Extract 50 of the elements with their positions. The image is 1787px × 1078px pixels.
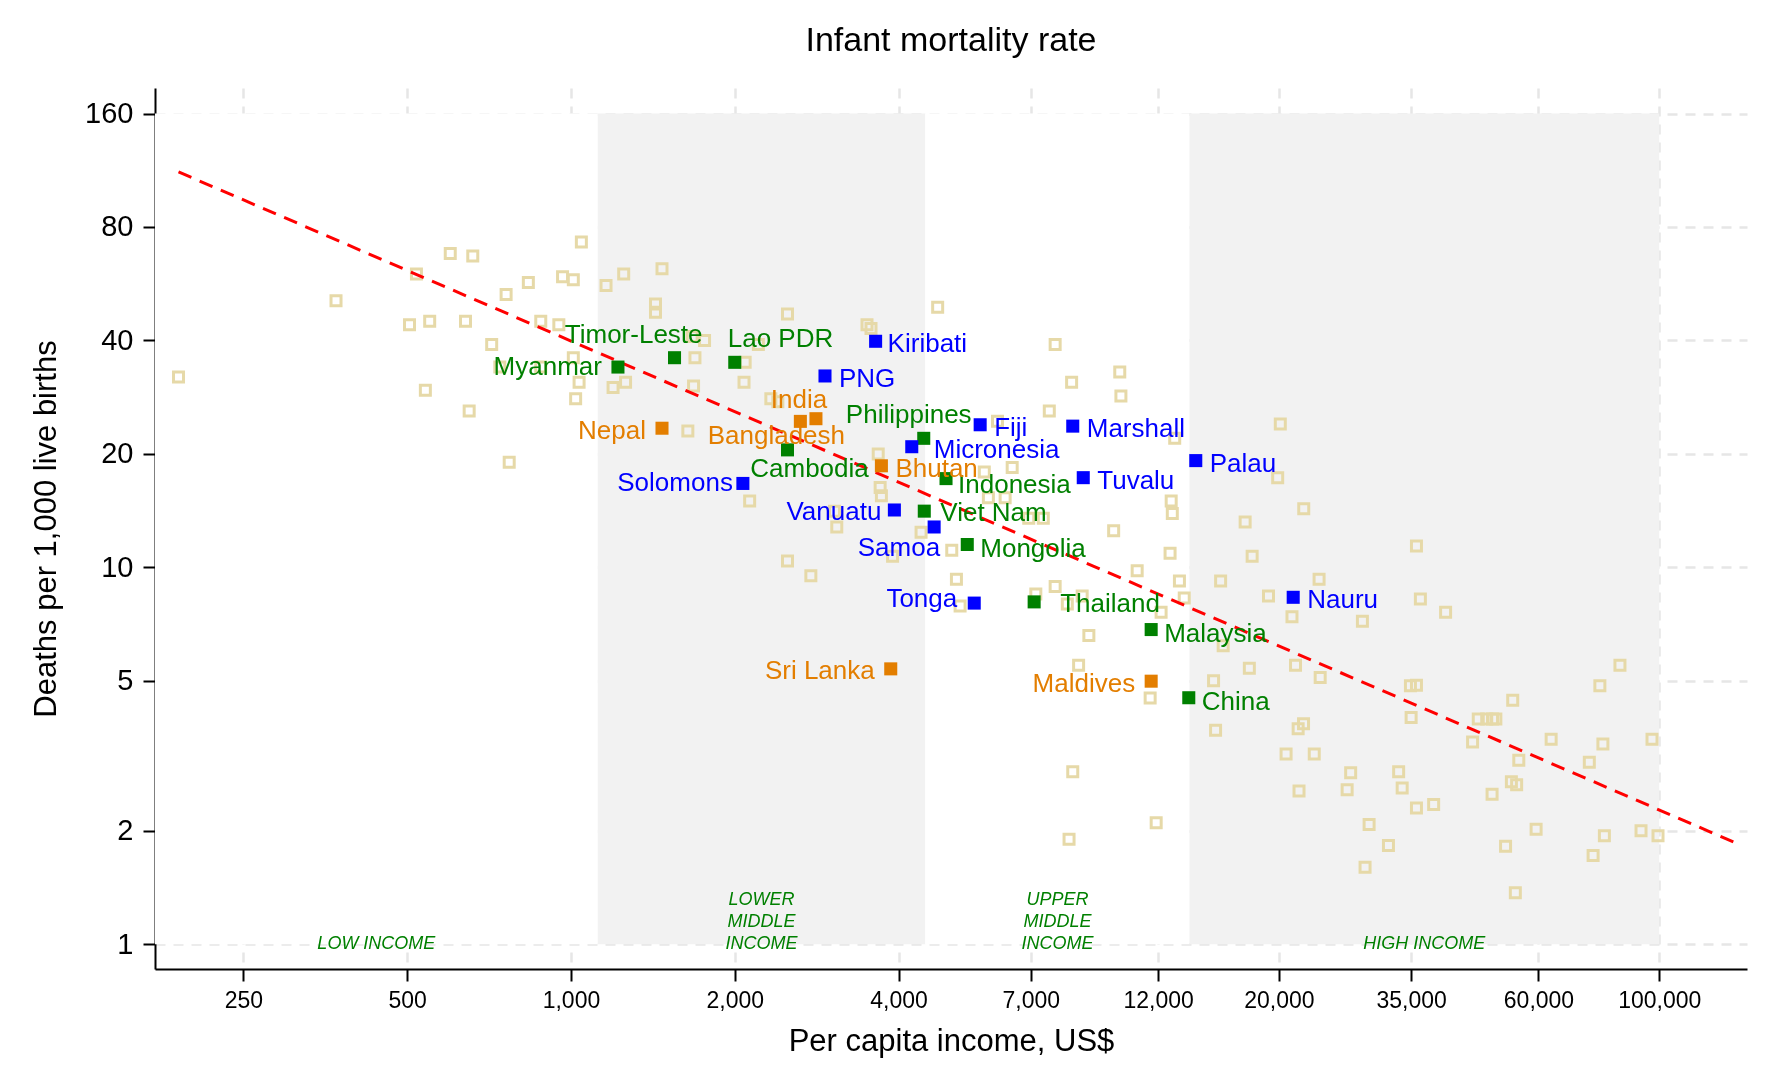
y-tick-label: 5 [117, 664, 134, 697]
data-label: PNG [838, 362, 896, 393]
x-tick-label: 100,000 [1618, 986, 1702, 1013]
band-label: LOWER MIDDLE INCOME [725, 889, 799, 954]
x-tick-label: 35,000 [1376, 986, 1447, 1013]
y-tick-label: 160 [85, 97, 134, 130]
data-label: Tonga [886, 583, 958, 614]
data-label: Myanmar [493, 351, 603, 382]
data-label: Sri Lanka [764, 654, 876, 685]
data-label: Bangladesh [707, 420, 846, 451]
x-tick-label: 4,000 [870, 986, 928, 1013]
data-label: Vanuatu [786, 495, 882, 526]
y-tick-label: 10 [101, 550, 134, 583]
data-label: Mongolia [980, 532, 1087, 563]
data-label: Philippines [845, 399, 972, 430]
data-label: Viet Nam [940, 497, 1047, 528]
data-label: Thailand [1060, 587, 1160, 618]
x-tick-label: 500 [388, 986, 427, 1013]
x-tick-label: 1,000 [542, 986, 601, 1013]
data-label: Cambodia [750, 452, 870, 483]
y-tick-label: 40 [101, 323, 134, 356]
x-tick-label: 20,000 [1244, 986, 1315, 1013]
y-tick-label: 1 [117, 927, 134, 960]
data-label: Tuvalu [1097, 464, 1175, 495]
band-label: LOW INCOME [317, 933, 437, 954]
data-label: Nepal [578, 415, 646, 446]
x-tick-label: 250 [224, 986, 264, 1013]
x-tick-label: 12,000 [1123, 986, 1194, 1013]
data-label: Timor-Leste [564, 318, 703, 349]
data-label: Marshall [1086, 413, 1185, 444]
chart-title: Infant mortality rate [805, 20, 1097, 58]
y-tick-label: 20 [101, 437, 134, 470]
x-tick-label: 60,000 [1503, 986, 1575, 1013]
data-label: Solomons [617, 467, 733, 498]
data-label: China [1201, 685, 1271, 716]
x-tick-label: 7,000 [1002, 986, 1061, 1013]
x-tick-label: 2,000 [706, 986, 765, 1013]
data-label: Palau [1209, 447, 1277, 478]
y-tick-label: 2 [117, 814, 134, 847]
band-label: UPPER MIDDLE INCOME [1021, 889, 1095, 954]
data-label: Nauru [1307, 584, 1379, 615]
data-label: India [770, 383, 828, 414]
y-axis-title: Deaths per 1,000 live births [28, 340, 64, 718]
band-label: HIGH INCOME [1363, 933, 1487, 954]
data-label: Samoa [857, 531, 941, 562]
x-axis-title: Per capita income, US$ [788, 1022, 1115, 1058]
y-tick-label: 80 [101, 210, 134, 243]
data-label: Kiribati [887, 328, 968, 359]
data-label: Lao PDR [727, 323, 834, 354]
data-label: Maldives [1032, 668, 1136, 699]
